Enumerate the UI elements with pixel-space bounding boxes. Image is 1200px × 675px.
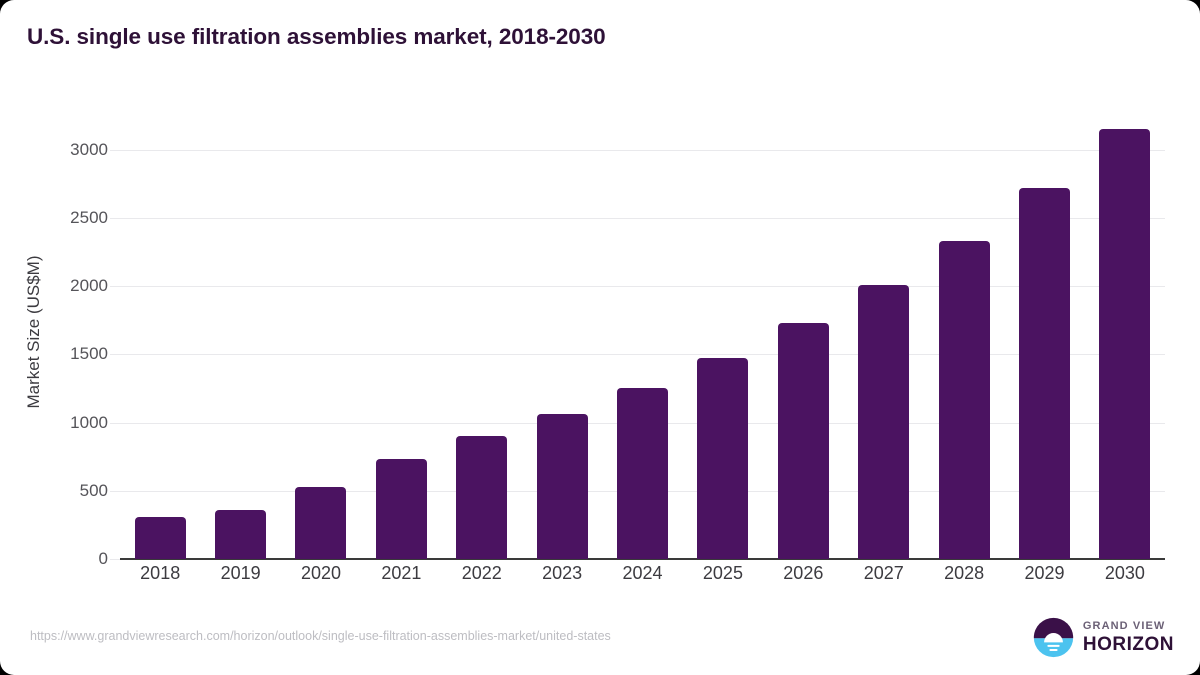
- y-axis-tick-mark: [110, 490, 120, 492]
- x-axis-tick-label-2026: 2026: [783, 563, 824, 583]
- x-axis-tick-label-2030: 2030: [1104, 563, 1145, 583]
- logo-line-1: GRAND VIEW: [1082, 620, 1166, 632]
- y-axis-tick-label: 3000: [70, 139, 108, 159]
- bar-slot: [522, 105, 602, 559]
- bar-slot: [683, 105, 763, 559]
- page-title: U.S. single use filtration assemblies ma…: [27, 24, 606, 49]
- x-axis-tick-label-2029: 2029: [1024, 563, 1065, 583]
- axis-baseline: [120, 558, 1165, 560]
- plot-area: 0 500 1000 1500 2000 2500 3000: [70, 105, 1165, 568]
- gridline: [120, 286, 1165, 288]
- x-axis-tick-label-2024: 2024: [622, 563, 663, 583]
- y-axis-label: Market Size (US$M): [24, 255, 43, 409]
- brand-logo[interactable]: GRAND VIEW HORIZON: [1033, 617, 1174, 658]
- y-axis-tick-label: 1000: [70, 412, 108, 432]
- bar-slot: [924, 105, 1004, 559]
- bar-slot: [200, 105, 280, 559]
- bar-slot: [361, 105, 441, 559]
- x-axis-tick-label-2023: 2023: [542, 563, 583, 583]
- bar-slot: [442, 105, 522, 559]
- bar-2023[interactable]: [536, 413, 588, 559]
- x-axis-tick-label-2018: 2018: [140, 563, 181, 583]
- bar-slot: [844, 105, 924, 559]
- bar-2018[interactable]: [134, 517, 186, 559]
- bar-2024[interactable]: [617, 387, 669, 559]
- x-axis-tick-label-2019: 2019: [220, 563, 261, 583]
- logo-line-2: HORIZON: [1082, 634, 1174, 655]
- bar-2027[interactable]: [858, 284, 910, 559]
- bar-2026[interactable]: [777, 323, 829, 559]
- logo-text: GRAND VIEW HORIZON: [1082, 620, 1174, 655]
- source-url[interactable]: https://www.grandviewresearch.com/horizo…: [30, 629, 611, 643]
- bar-slot: [281, 105, 361, 559]
- y-axis-tick-label: 1500: [70, 344, 108, 364]
- y-axis-tick-mark: [110, 218, 120, 220]
- y-axis-tick-label: 500: [79, 480, 108, 500]
- bar-2019[interactable]: [215, 509, 267, 559]
- gridline: [120, 149, 1165, 151]
- x-axis-tick-label-2021: 2021: [381, 563, 422, 583]
- y-axis-tick-label: 2000: [70, 276, 108, 296]
- bar-slot: [602, 105, 682, 559]
- bar-slot: [1085, 105, 1165, 559]
- x-axis-ticks: 2018 2019 2020 2021 2022 2023 2024 2025 2026 2027…: [120, 563, 1165, 595]
- gridline: [120, 218, 1165, 220]
- x-axis-tick-label-2027: 2027: [863, 563, 904, 583]
- y-axis-tick-mark: [110, 354, 120, 356]
- x-axis-tick-label-2022: 2022: [461, 563, 502, 583]
- grand-view-horizon-logo-icon: [1033, 617, 1074, 658]
- x-axis-tick-label-2025: 2025: [702, 563, 743, 583]
- y-axis-tick-mark: [110, 559, 120, 560]
- bar-slot: [1004, 105, 1084, 559]
- y-axis-tick-label: 0: [98, 549, 108, 568]
- bar-2022[interactable]: [456, 436, 508, 559]
- gridline: [120, 354, 1165, 356]
- bar-2029[interactable]: [1018, 187, 1070, 559]
- x-axis-tick-label-2020: 2020: [300, 563, 341, 583]
- bar-2025[interactable]: [697, 357, 749, 559]
- bar-2020[interactable]: [295, 487, 347, 559]
- x-axis-tick-label-2028: 2028: [944, 563, 985, 583]
- bar-2030[interactable]: [1099, 128, 1151, 559]
- y-axis-tick-mark: [110, 149, 120, 151]
- y-axis-tick-mark: [110, 422, 120, 424]
- bar-slot: [763, 105, 843, 559]
- y-axis-tick-label: 2500: [70, 208, 108, 228]
- bar-slot: [120, 105, 200, 559]
- bar-2021[interactable]: [375, 459, 427, 559]
- bar-2028[interactable]: [938, 240, 990, 559]
- y-axis-tick-mark: [110, 286, 120, 288]
- bar-series: [120, 105, 1165, 559]
